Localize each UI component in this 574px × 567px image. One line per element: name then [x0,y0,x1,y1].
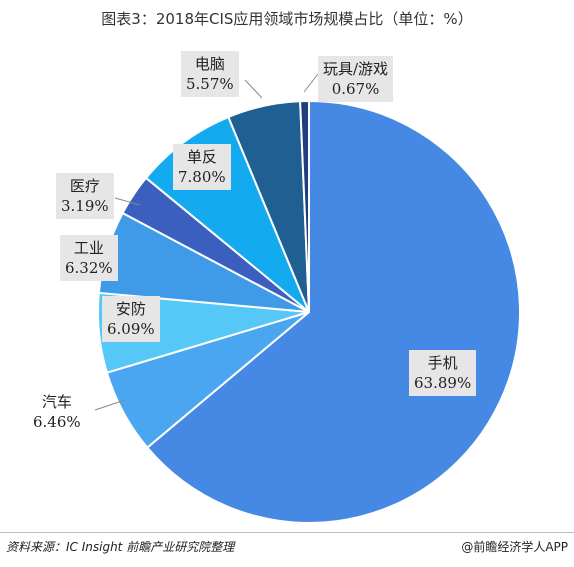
leader-line-toys [303,73,319,93]
slice-name-security: 安防 [115,300,146,318]
slice-name-pc: 电脑 [194,55,225,73]
slice-value-phone: 63.89% [414,374,472,392]
leader-line-car [94,399,126,411]
slice-value-pc: 5.57% [186,75,234,93]
data-label-phone: 手机 63.89% [409,350,477,396]
slice-name-phone: 手机 [427,354,458,372]
data-label-toys: 玩具/游戏 0.67% [318,56,394,102]
slice-value-dslr: 7.80% [178,168,226,186]
leader-line-pc [244,79,263,99]
slice-value-security: 6.09% [107,320,155,338]
data-label-security: 安防 6.09% [102,296,160,342]
slice-name-dslr: 单反 [186,148,217,166]
slice-name-car: 汽车 [41,393,72,411]
leader-line-medical [114,197,141,206]
data-label-industry: 工业 6.32% [60,235,118,281]
footer-divider [0,532,574,533]
slice-value-toys: 0.67% [331,80,380,98]
brand-credit: @前瞻经济学人APP [461,540,568,554]
data-label-car: 汽车 6.46% [28,389,86,435]
slice-value-medical: 3.19% [61,197,109,215]
data-label-pc: 电脑 5.57% [181,51,239,97]
slice-name-toys: 玩具/游戏 [323,60,389,78]
slice-name-industry: 工业 [73,239,104,257]
slice-name-medical: 医疗 [69,177,100,195]
slice-value-car: 6.46% [33,413,81,431]
data-label-dslr: 单反 7.80% [173,144,231,190]
chart-title: 图表3：2018年CIS应用领域市场规模占比（单位：%） [101,10,473,28]
data-label-medical: 医疗 3.19% [56,173,114,219]
source-note: 资料来源：IC Insight 前瞻产业研究院整理 [6,540,235,554]
pie-slice-toys [299,99,310,313]
slice-value-industry: 6.32% [65,259,113,277]
pie-slice-phone [145,99,521,524]
